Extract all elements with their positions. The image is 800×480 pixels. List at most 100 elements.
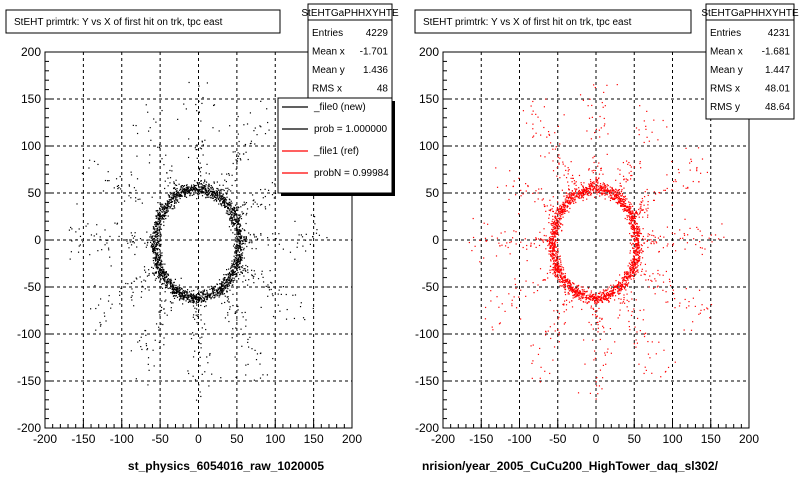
scatter-point: [210, 187, 212, 189]
scatter-point: [647, 204, 649, 206]
scatter-point: [233, 209, 235, 211]
scatter-point: [232, 225, 234, 227]
scatter-point: [237, 219, 239, 221]
scatter-point: [548, 214, 550, 216]
scatter-point: [163, 269, 165, 271]
scatter-point: [572, 192, 574, 194]
scatter-point: [606, 186, 608, 188]
scatter-point: [145, 334, 147, 336]
scatter-point: [157, 254, 159, 256]
scatter-point: [532, 110, 534, 112]
scatter-point: [155, 210, 157, 212]
scatter-point: [596, 310, 598, 312]
scatter-point: [156, 225, 158, 227]
scatter-point: [647, 214, 649, 216]
scatter-point: [219, 288, 221, 290]
scatter-point: [533, 243, 535, 245]
scatter-point: [628, 262, 630, 264]
scatter-point: [232, 328, 234, 330]
scatter-point: [76, 203, 78, 205]
scatter-point: [230, 203, 232, 205]
scatter-point: [601, 192, 603, 194]
scatter-point: [146, 244, 148, 246]
scatter-point: [123, 200, 126, 202]
scatter-point: [620, 285, 622, 288]
scatter-point: [159, 263, 161, 265]
scatter-point: [629, 277, 631, 279]
scatter-point: [633, 216, 636, 218]
scatter-point: [209, 195, 212, 197]
scatter-point: [569, 199, 571, 201]
scatter-point: [605, 363, 607, 365]
scatter-point: [636, 250, 638, 252]
scatter-point: [158, 269, 161, 271]
scatter-point: [233, 261, 235, 263]
scatter-point: [568, 169, 570, 171]
scatter-point: [148, 369, 150, 371]
scatter-point: [633, 308, 635, 310]
scatter-point: [578, 295, 580, 297]
scatter-point: [196, 293, 199, 295]
scatter-point: [167, 278, 170, 280]
scatter-point: [653, 241, 655, 243]
scatter-point: [133, 187, 136, 189]
scatter-point: [557, 270, 560, 272]
scatter-point: [674, 298, 676, 300]
scatter-point: [552, 266, 554, 269]
scatter-point: [631, 235, 633, 237]
scatter-point: [176, 191, 178, 193]
scatter-point: [624, 275, 626, 277]
scatter-point: [234, 207, 236, 209]
scatter-point: [638, 230, 640, 232]
scatter-point: [225, 205, 227, 208]
scatter-point: [230, 200, 232, 202]
scatter-point: [239, 268, 241, 271]
scatter-point: [231, 271, 233, 274]
scatter-point: [604, 296, 606, 298]
scatter-point: [117, 187, 119, 190]
scatter-point: [721, 223, 723, 225]
scatter-point: [597, 297, 599, 299]
scatter-point: [570, 196, 572, 198]
scatter-point: [173, 295, 175, 297]
scatter-point: [159, 267, 161, 269]
scatter-point: [231, 217, 233, 219]
scatter-point: [210, 190, 212, 192]
scatter-point: [94, 285, 96, 287]
scatter-point: [628, 206, 630, 208]
scatter-point: [233, 263, 235, 265]
scatter-point: [235, 159, 237, 161]
scatter-point: [557, 125, 559, 127]
scatter-point: [235, 228, 238, 230]
scatter-point: [197, 288, 199, 290]
scatter-point: [233, 208, 235, 210]
scatter-point: [216, 291, 218, 293]
scatter-point: [651, 372, 653, 374]
scatter-point: [526, 248, 528, 250]
scatter-point: [173, 181, 175, 183]
scatter-point: [234, 251, 236, 253]
scatter-point: [492, 329, 494, 331]
scatter-point: [235, 376, 237, 379]
scatter-point: [170, 205, 172, 208]
scatter-point: [555, 255, 557, 257]
scatter-point: [196, 301, 198, 303]
scatter-point: [597, 331, 599, 333]
scatter-point: [544, 334, 547, 336]
scatter-point: [612, 287, 615, 289]
scatter-point: [200, 148, 203, 150]
scatter-point: [198, 299, 200, 301]
scatter-point: [167, 210, 169, 212]
scatter-point: [222, 194, 224, 196]
scatter-point: [551, 235, 554, 238]
scatter-point: [239, 233, 241, 235]
scatter-point: [173, 198, 175, 200]
scatter-point: [231, 202, 233, 204]
scatter-point: [172, 287, 174, 289]
scatter-point: [631, 174, 633, 177]
scatter-point: [496, 237, 499, 239]
scatter-point: [578, 194, 580, 196]
scatter-point: [551, 251, 554, 253]
scatter-point: [160, 215, 162, 217]
scatter-point: [163, 210, 165, 212]
